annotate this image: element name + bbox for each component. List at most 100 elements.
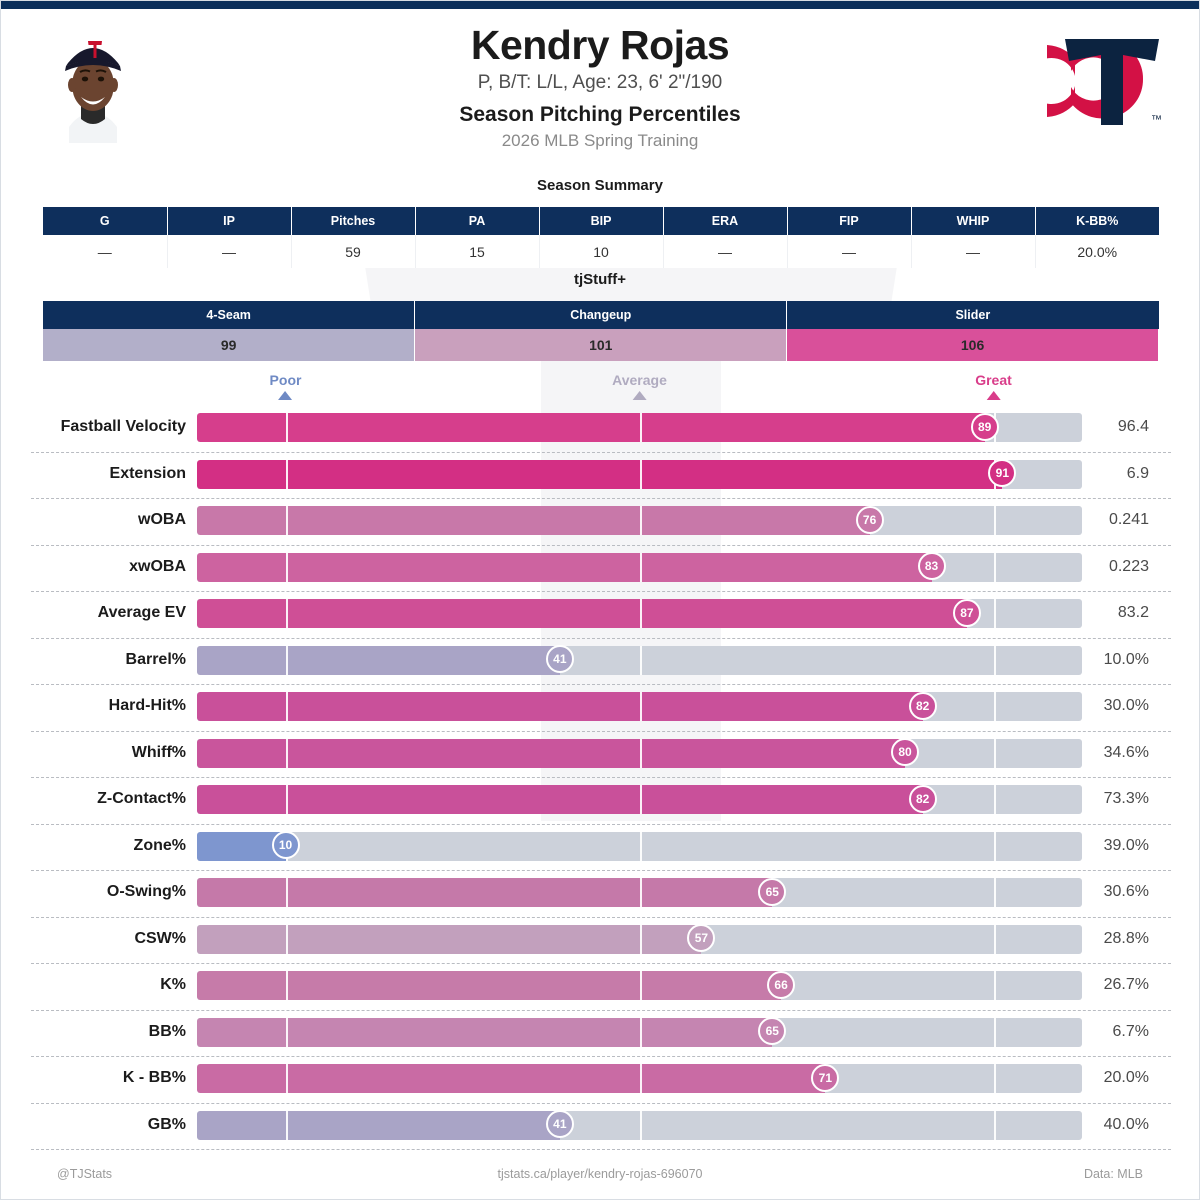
scale-marker-label: Great [975, 372, 1012, 388]
scale-tick-poor [285, 599, 288, 628]
scale-tick-average [639, 413, 642, 442]
percentile-fill [197, 924, 702, 954]
scale-tick-average [639, 692, 642, 721]
metric-value: 6.7% [1112, 1022, 1149, 1040]
percentile-fill [197, 599, 967, 628]
metric-value: 20.0% [1103, 1069, 1149, 1086]
metric-label: wOBA [138, 511, 186, 528]
scale-tick-great [993, 1064, 996, 1093]
scale-tick-great [993, 645, 996, 675]
percentile-row-hard-hit: Hard-Hit% 82 30.0% [1, 686, 1199, 733]
column-header-g: G [43, 207, 168, 235]
percentile-row-extension: Extension 91 6.9 [1, 454, 1199, 501]
percentile-fill [197, 506, 870, 535]
percentile-bubble: 91 [988, 459, 1017, 487]
metric-label: K% [160, 976, 186, 993]
scale-tick-poor [285, 459, 288, 489]
cell-changeup: 101 [414, 329, 788, 361]
cell-k-bb: 20.0% [1035, 235, 1159, 268]
cell-g: — [43, 235, 168, 268]
percentile-bubble: 41 [545, 1110, 574, 1138]
metric-label: GB% [147, 1115, 186, 1133]
percentile-track [197, 645, 1082, 675]
column-header-changeup: Changeup [414, 301, 788, 329]
percentile-track [197, 413, 1082, 442]
triangle-icon [278, 391, 293, 400]
cell-pa: 15 [415, 235, 540, 268]
scale-tick-average [639, 1064, 642, 1093]
scale-tick-great [993, 971, 996, 1000]
percentile-bubble: 71 [811, 1063, 840, 1092]
scale-tick-average [639, 924, 642, 954]
percentile-fill [197, 831, 286, 861]
season-summary-caption: Season Summary [537, 177, 663, 194]
scale-tick-poor [285, 971, 288, 1000]
percentile-track [197, 552, 1082, 582]
percentile-fill [197, 1017, 773, 1047]
metric-label: Z-Contact% [97, 790, 186, 807]
scale-tick-great [993, 599, 996, 628]
metric-label: Extension [109, 464, 186, 482]
scale-tick-average [639, 831, 642, 861]
scale-tick-poor [285, 738, 288, 768]
header-titles: Kendry Rojas P, B/T: L/L, Age: 23, 6' 2"… [1, 23, 1199, 151]
scale-tick-average [639, 971, 642, 1000]
row-divider [31, 451, 1171, 453]
percentile-track [197, 738, 1082, 768]
scale-tick-poor [285, 692, 288, 721]
metric-value: 6.9 [1126, 464, 1149, 482]
scale-marker-great: Great [975, 373, 1012, 400]
footer-source: Data: MLB [1083, 1167, 1143, 1181]
percentile-track [197, 878, 1082, 907]
percentile-bubble: 41 [545, 645, 574, 673]
metric-value: 10.0% [1103, 650, 1149, 668]
scale-tick-great [993, 1017, 996, 1047]
row-divider [31, 591, 1171, 592]
cell-bip: 10 [539, 235, 664, 268]
percentile-row-k: K% 66 26.7% [1, 965, 1199, 1012]
tjstuff-caption: tjStuff+ [573, 271, 627, 288]
percentile-bubble: 10 [271, 831, 300, 859]
percentile-bubble: 57 [687, 924, 716, 952]
percentile-bubble: 65 [758, 1017, 787, 1045]
percentile-bubble: 82 [908, 784, 937, 813]
percentile-track [197, 459, 1082, 489]
percentile-row-csw: CSW% 57 28.8% [1, 919, 1199, 966]
percentile-fill [197, 459, 1003, 489]
metric-value: 73.3% [1103, 790, 1149, 807]
scale-tick-great [993, 692, 996, 721]
row-divider [31, 637, 1171, 639]
percentile-row-gb: GB% 41 40.0% [1, 1105, 1199, 1152]
percentile-row-barrel: Barrel% 41 10.0% [1, 640, 1199, 687]
row-divider [31, 1149, 1171, 1150]
percentile-track [197, 1110, 1082, 1140]
percentile-fill [197, 1064, 826, 1093]
footer-url[interactable]: tjstats.ca/player/kendry-rojas-696070 [497, 1167, 703, 1181]
column-header-whip: WHIP [911, 207, 1036, 235]
percentile-row-fastball-velocity: Fastball Velocity 89 96.4 [1, 407, 1199, 454]
scale-tick-poor [285, 413, 288, 442]
percentile-fill [197, 645, 560, 675]
metric-value: 83.2 [1117, 604, 1149, 621]
cell-era: — [663, 235, 788, 268]
column-header-era: ERA [663, 207, 788, 235]
scale-tick-poor [285, 1064, 288, 1093]
percentile-track [197, 924, 1082, 954]
scale-tick-poor [285, 785, 288, 814]
metric-value: 0.223 [1108, 557, 1149, 575]
scale-tick-great [993, 1110, 996, 1140]
percentile-bubble: 87 [952, 598, 981, 627]
percentile-track [197, 831, 1082, 861]
percentile-fill [197, 1110, 560, 1140]
row-divider [31, 777, 1171, 778]
metric-label: Barrel% [125, 650, 186, 668]
percentile-bubble: 76 [855, 505, 884, 534]
scale-marker-average: Average [612, 373, 667, 400]
table-row: — —59 15 10— — —20.0% [43, 235, 1159, 268]
scale-tick-average [639, 459, 642, 489]
metric-label: Hard-Hit% [108, 697, 186, 714]
percentile-track [197, 692, 1082, 721]
scale-tick-average [639, 506, 642, 535]
tjstuff-table: 4-Seam Changeup Slider 99 101 106 [43, 301, 1159, 361]
percentile-row-xwoba: xwOBA 83 0.223 [1, 547, 1199, 594]
